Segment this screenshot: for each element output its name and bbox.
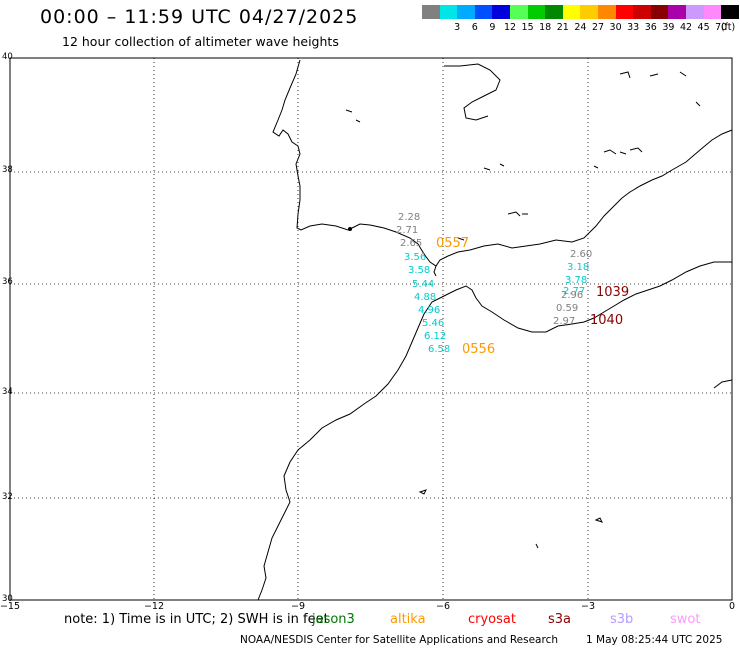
lat-label-40: 40 [2,52,13,62]
lon-label-12w: −12 [143,601,165,612]
color-scale-swatch [685,5,704,19]
color-scale-swatch [580,5,598,19]
color-scale-swatch [457,5,475,19]
obs-value: 2.60 [570,249,592,260]
obs-value: 3.56 [404,252,426,263]
color-scale-swatch [721,5,739,19]
map-title: 00:00 – 11:59 UTC 04/27/2025 [40,6,359,28]
lat-label-32: 32 [2,492,13,502]
legend-s3b: s3b [610,612,634,627]
color-scale-tick: 45 [697,22,710,33]
color-scale-swatch [439,5,458,19]
north-africa-coastline [257,261,732,601]
color-scale-swatch [668,5,686,19]
obs-value: 2.97 [553,316,575,327]
color-scale-tick: 12 [503,22,517,33]
legend-cryosat: cryosat [468,612,516,627]
lon-label-6w: −6 [435,601,451,612]
color-scale-labels: 3 6 9 12 15 18 21 24 27 30 33 36 39 42 45 70 (ft) [422,22,740,34]
map-subtitle: 12 hour collection of altimeter wave hei… [62,34,339,49]
color-scale-tick: 27 [591,22,605,33]
color-scale-tick: 15 [521,22,534,33]
color-scale-swatch [703,5,722,19]
gibraltar [433,265,437,277]
color-scale-tick: 33 [627,22,640,33]
lat-label-34: 34 [2,387,13,397]
lat-label-36: 36 [2,277,13,287]
pass-time-label: 1040 [590,313,623,328]
color-scale-tick: 9 [489,22,496,33]
legend-swot: swot [670,612,701,627]
color-scale-swatch [562,5,581,19]
lat-label-30: 30 [2,594,13,604]
color-scale-swatch [422,5,440,19]
legend-altika: altika [390,612,426,627]
spain-north-coast [444,63,501,121]
color-scale-tick: 21 [556,22,569,33]
color-scale-swatch [633,5,651,19]
color-scale-swatch [527,5,546,19]
color-scale-swatch [597,5,616,19]
lon-label-9w: −9 [290,601,306,612]
obs-value: 2.28 [398,212,420,223]
pass-time-labels: 0557 0556 1039 1040 [436,236,629,357]
color-scale-tick: 39 [662,22,675,33]
obs-value: 0.59 [556,303,578,314]
legend-s3a: s3a [548,612,572,627]
observation-track-east: 2.60 3.18 3.78 2.77 2.96 0.59 2.97 [553,249,592,327]
credit-text: NOAA/NESDIS Center for Satellite Applica… [240,634,558,646]
color-scale-swatch [492,5,510,19]
obs-value: 5.46 [422,318,444,329]
obs-value: 4.88 [414,292,436,303]
islands [345,71,733,549]
color-scale-swatch [474,5,493,19]
obs-value: 3.78 [565,275,587,286]
obs-value: 2.71 [396,225,418,236]
color-scale-tick: 70 [715,22,728,33]
color-scale-tick: 6 [471,22,478,33]
lat-label-38: 38 [2,165,13,175]
color-scale-tick: 42 [679,22,693,33]
obs-value: 2.96 [561,290,583,301]
obs-value: 3.58 [408,265,430,276]
obs-value: 6.12 [424,331,446,342]
observation-track-west: 2.28 2.71 2.65 3.56 3.58 5.44 4.88 4.96 … [396,212,450,355]
obs-value: 5.44 [412,279,434,290]
lon-label-15w: −15 [0,601,21,612]
color-scale-tick: 18 [539,22,552,33]
iberia-coastline [272,59,733,267]
obs-value: 2.65 [400,238,422,249]
color-scale-tick: 30 [609,22,622,33]
color-scale-tick: 3 [454,22,461,33]
graticule [10,58,732,600]
lon-label-3w: −3 [580,601,596,612]
footer-note: note: 1) Time is in UTC; 2) SWH is in fe… [64,612,329,627]
color-scale-swatch [615,5,634,19]
obs-value: 2.77 [563,286,585,297]
obs-value: 4.96 [418,305,440,316]
color-scale [422,5,739,19]
color-scale-swatch [650,5,669,19]
legend-jason3: jason3 [312,612,355,627]
map-frame [9,57,733,601]
obs-value: 3.18 [567,262,589,273]
color-scale-swatch [509,5,528,19]
pass-time-label: 0557 [436,236,469,251]
color-scale-swatch [545,5,563,19]
color-scale-unit: (ft) [720,22,736,33]
coastal-feature [348,227,352,231]
generated-timestamp: 1 May 08:25:44 UTC 2025 [586,634,723,646]
obs-value: 6.58 [428,344,450,355]
pass-time-label: 1039 [596,285,629,300]
color-scale-tick: 36 [644,22,657,33]
lon-label-0: 0 [728,601,736,612]
color-scale-tick: 24 [574,22,587,33]
pass-time-label: 0556 [462,342,495,357]
